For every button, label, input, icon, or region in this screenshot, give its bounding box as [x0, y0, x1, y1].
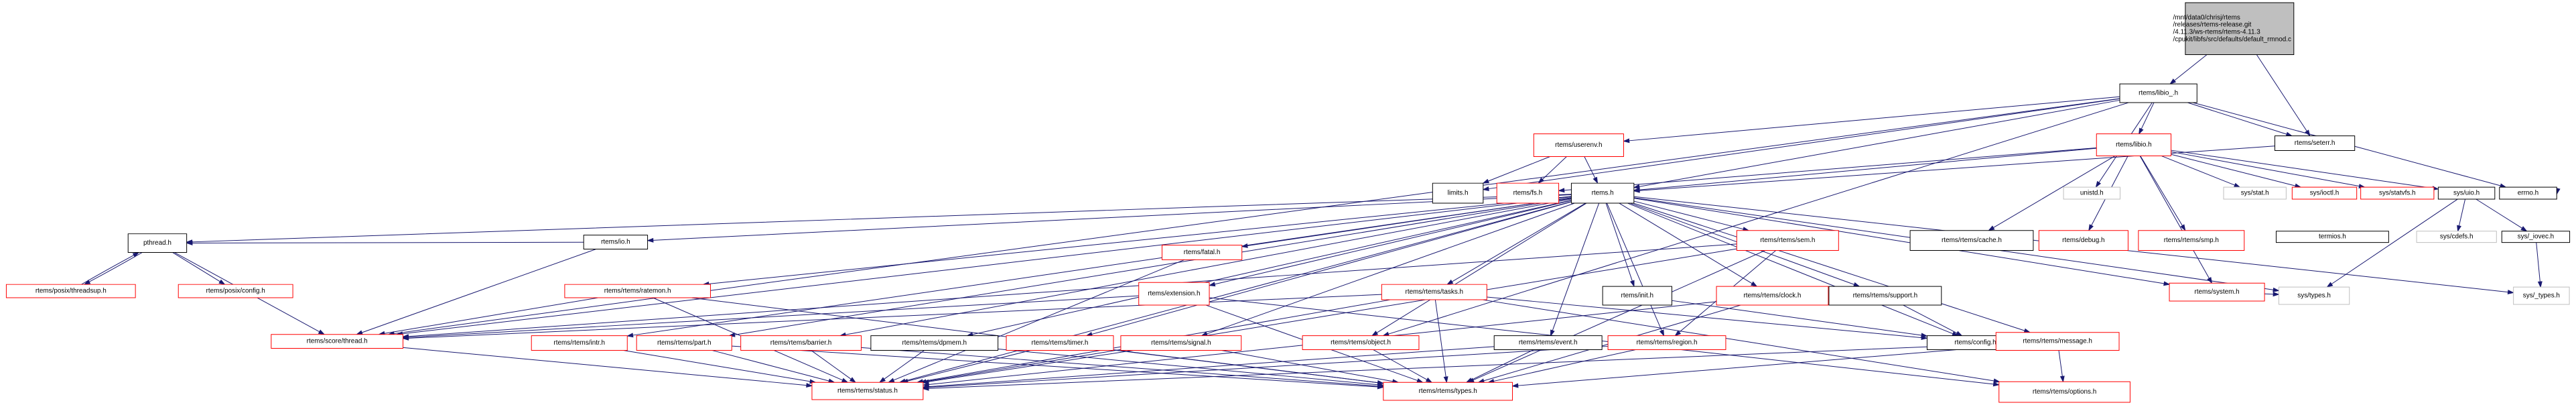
- svg-text:unistd.h: unistd.h: [2080, 190, 2104, 197]
- svg-text:rtems/posix/threadsup.h: rtems/posix/threadsup.h: [36, 288, 107, 295]
- svg-text:rtems/rtems/status.h: rtems/rtems/status.h: [837, 388, 898, 395]
- svg-text:/mnt/data0/chrisj/rtems: /mnt/data0/chrisj/rtems: [2173, 14, 2240, 21]
- svg-text:rtems/fatal.h: rtems/fatal.h: [1184, 249, 1221, 256]
- svg-text:rtems/libio.h: rtems/libio.h: [2116, 141, 2152, 149]
- svg-text:sys/uio.h: sys/uio.h: [2453, 190, 2480, 197]
- svg-text:rtems/rtems/ratemon.h: rtems/rtems/ratemon.h: [604, 288, 671, 295]
- svg-text:rtems/userenv.h: rtems/userenv.h: [1555, 141, 1602, 149]
- svg-text:sys/cdefs.h: sys/cdefs.h: [2440, 233, 2473, 241]
- svg-text:rtems/rtems/dpmem.h: rtems/rtems/dpmem.h: [902, 339, 967, 347]
- svg-text:rtems/rtems/sem.h: rtems/rtems/sem.h: [1760, 237, 1815, 244]
- svg-text:sys/_types.h: sys/_types.h: [2523, 292, 2560, 300]
- svg-text:rtems/config.h: rtems/config.h: [1954, 339, 1996, 347]
- svg-text:rtems/system.h: rtems/system.h: [2194, 288, 2239, 296]
- svg-text:sys/types.h: sys/types.h: [2297, 292, 2331, 300]
- svg-text:sys/statvfs.h: sys/statvfs.h: [2379, 190, 2416, 197]
- svg-text:rtems/rtems/cache.h: rtems/rtems/cache.h: [1942, 237, 2002, 244]
- svg-text:rtems/rtems/event.h: rtems/rtems/event.h: [1519, 339, 1578, 347]
- svg-text:pthread.h: pthread.h: [143, 239, 172, 247]
- svg-text:rtems/rtems/options.h: rtems/rtems/options.h: [2033, 388, 2096, 396]
- svg-text:limits.h: limits.h: [1448, 190, 1469, 197]
- svg-text:rtems/score/thread.h: rtems/score/thread.h: [307, 338, 368, 345]
- svg-text:sys/stat.h: sys/stat.h: [2241, 190, 2269, 197]
- svg-text:rtems/fs.h: rtems/fs.h: [1513, 190, 1543, 197]
- svg-text:rtems/io.h: rtems/io.h: [601, 239, 630, 246]
- svg-text:sys/ioctl.h: sys/ioctl.h: [2310, 190, 2340, 197]
- svg-text:rtems/rtems/barrier.h: rtems/rtems/barrier.h: [770, 339, 832, 347]
- svg-text:rtems/extension.h: rtems/extension.h: [1148, 290, 1200, 298]
- svg-text:rtems/libio_.h: rtems/libio_.h: [2139, 90, 2178, 97]
- svg-text:rtems/posix/config.h: rtems/posix/config.h: [206, 288, 265, 295]
- svg-text:rtems/debug.h: rtems/debug.h: [2062, 237, 2104, 244]
- svg-text:rtems/rtems/types.h: rtems/rtems/types.h: [1419, 388, 1477, 395]
- svg-text:rtems/seterr.h: rtems/seterr.h: [2295, 139, 2335, 147]
- svg-text:/cpukit/libfs/src/defaults/def: /cpukit/libfs/src/defaults/default_rmnod…: [2173, 36, 2292, 44]
- svg-text:rtems.h: rtems.h: [1592, 190, 1614, 197]
- svg-text:rtems/rtems/object.h: rtems/rtems/object.h: [1331, 339, 1391, 347]
- svg-text:rtems/rtems/part.h: rtems/rtems/part.h: [657, 339, 711, 347]
- svg-text:/releases/rtems-release.git: /releases/rtems-release.git: [2173, 21, 2252, 29]
- svg-text:rtems/rtems/timer.h: rtems/rtems/timer.h: [1032, 339, 1089, 347]
- svg-text:errno.h: errno.h: [2518, 190, 2538, 197]
- svg-text:rtems/rtems/clock.h: rtems/rtems/clock.h: [1743, 292, 1801, 300]
- svg-text:sys/_iovec.h: sys/_iovec.h: [2518, 233, 2555, 241]
- svg-text:rtems/rtems/support.h: rtems/rtems/support.h: [1853, 292, 1918, 300]
- svg-text:rtems/rtems/tasks.h: rtems/rtems/tasks.h: [1406, 288, 1464, 296]
- svg-text:rtems/rtems/signal.h: rtems/rtems/signal.h: [1151, 339, 1211, 347]
- svg-text:rtems/init.h: rtems/init.h: [1621, 292, 1654, 300]
- svg-text:rtems/rtems/intr.h: rtems/rtems/intr.h: [553, 339, 605, 347]
- svg-text:/4.11.3/ws-rtems/rtems-4.11.3: /4.11.3/ws-rtems/rtems-4.11.3: [2173, 29, 2261, 36]
- svg-text:rtems/rtems/smp.h: rtems/rtems/smp.h: [2164, 237, 2219, 244]
- svg-text:termios.h: termios.h: [2319, 233, 2346, 241]
- svg-text:rtems/rtems/region.h: rtems/rtems/region.h: [1637, 339, 1698, 347]
- svg-text:rtems/rtems/message.h: rtems/rtems/message.h: [2023, 338, 2092, 345]
